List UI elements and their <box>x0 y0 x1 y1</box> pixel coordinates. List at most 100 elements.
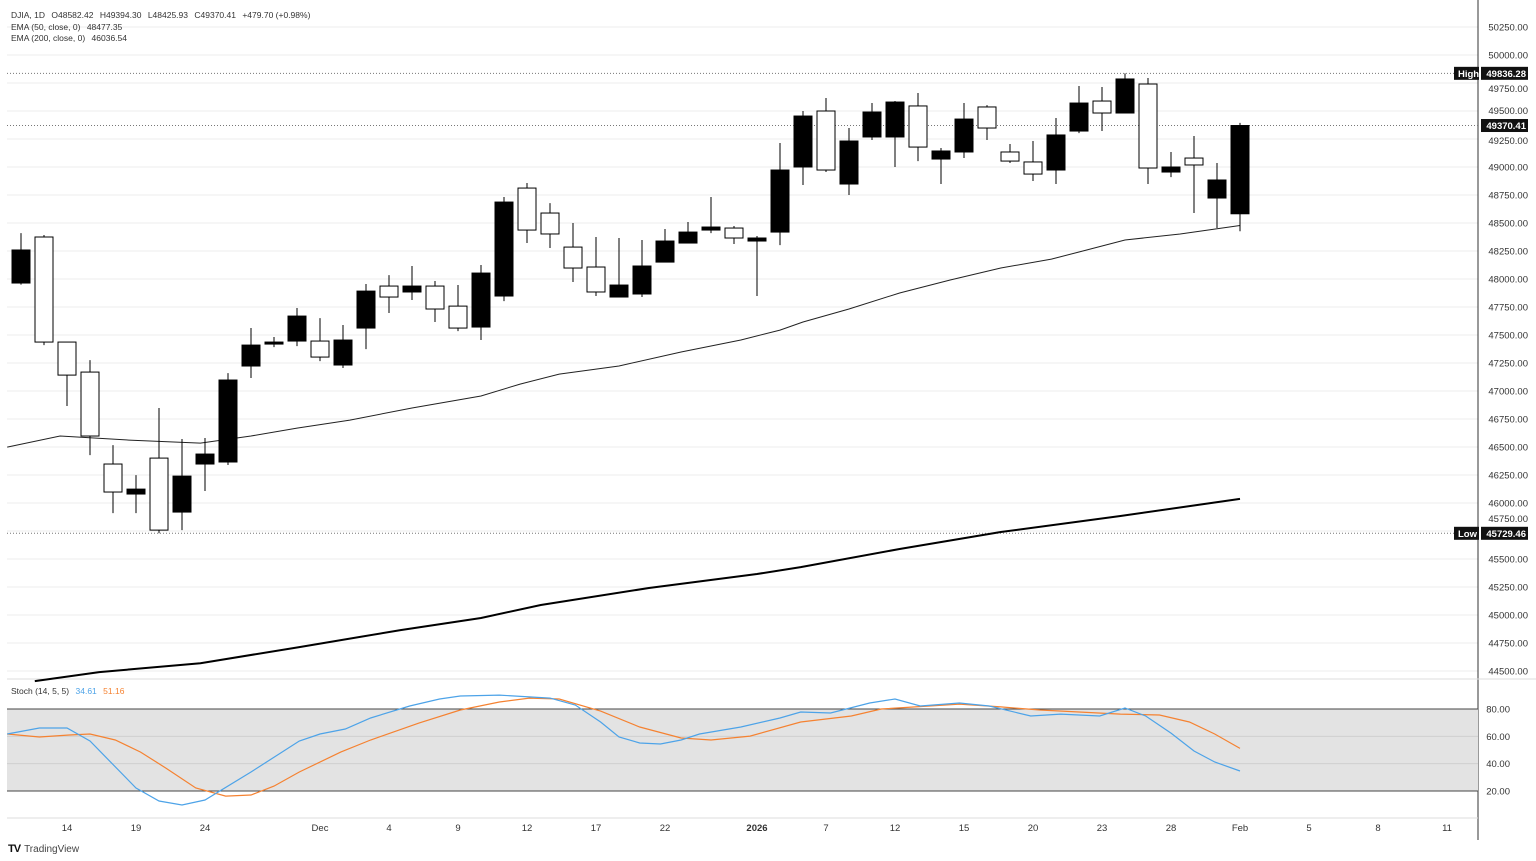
candle-up <box>333 339 353 366</box>
candle-down <box>448 305 468 329</box>
time-axis-label: 5 <box>1306 823 1311 834</box>
time-axis-label: 9 <box>455 823 460 834</box>
time-axis-label: 11 <box>1442 823 1452 834</box>
brand-label: TradingView <box>24 843 80 855</box>
price-axis-label: 47250.00 <box>1488 359 1528 370</box>
candle-up <box>793 115 813 168</box>
candle-up <box>172 475 192 513</box>
time-axis-label: 19 <box>131 823 142 834</box>
candle-down <box>149 457 169 531</box>
stoch-axis-label: 40.00 <box>1486 759 1510 770</box>
candle-up <box>402 285 422 293</box>
ohlc-legend: DJIA, 1D O48582.42 H49394.30 L48425.93 C… <box>11 10 314 21</box>
price-axis-label: 47750.00 <box>1488 303 1528 314</box>
stoch-axis-label: 80.00 <box>1486 705 1510 716</box>
candle-up <box>264 341 284 345</box>
candle-up <box>218 379 238 463</box>
candle-up <box>494 201 514 297</box>
candle-up <box>931 150 951 160</box>
candle-down <box>1138 83 1158 169</box>
candle-up <box>954 118 974 153</box>
candle-up <box>701 226 721 231</box>
stoch-label: Stoch (14, 5, 5) <box>11 686 70 696</box>
time-axis-label: 17 <box>591 823 602 834</box>
time-axis-label: 12 <box>522 823 533 834</box>
candle-up <box>632 265 652 295</box>
candle-up <box>195 453 215 465</box>
candle-up <box>1161 166 1181 173</box>
candle-up <box>126 488 146 495</box>
price-axis-label: 44500.00 <box>1488 667 1528 678</box>
candle-up <box>839 140 859 185</box>
time-axis-label: 24 <box>200 823 211 834</box>
candle-up <box>1115 78 1135 114</box>
close-value: C49370.41 <box>194 10 236 20</box>
price-axis-label: 45500.00 <box>1488 555 1528 566</box>
candle-up <box>1069 102 1089 132</box>
candle-up <box>609 284 629 298</box>
candle-down <box>908 105 928 148</box>
ema200-value: 46036.54 <box>91 33 127 43</box>
candle-up <box>287 315 307 342</box>
marker-tag <box>1481 66 1528 80</box>
candle-up <box>770 169 790 233</box>
price-axis-label: 46250.00 <box>1488 471 1528 482</box>
marker-label-tag <box>1454 66 1479 80</box>
price-axis-label: 49500.00 <box>1488 106 1528 117</box>
time-axis-label: 8 <box>1375 823 1380 834</box>
candle-down <box>586 266 606 293</box>
candle-down <box>977 106 997 129</box>
high-value: H49394.30 <box>99 10 142 20</box>
price-axis-label: 48250.00 <box>1488 247 1528 258</box>
low-value: L48425.93 <box>147 10 188 20</box>
stoch-legend: Stoch (14, 5, 5) 34.61 51.16 <box>11 686 128 697</box>
time-axis-label: 12 <box>890 823 901 834</box>
candle-down <box>57 341 77 376</box>
candle-down <box>1023 161 1043 175</box>
candle-down <box>379 285 399 298</box>
tradingview-logo-icon: TV <box>8 843 21 855</box>
candle-up <box>11 249 31 284</box>
candle-down <box>1092 100 1112 114</box>
candle-up <box>356 290 376 329</box>
candle-down <box>517 187 537 231</box>
price-axis-label: 48500.00 <box>1488 219 1528 230</box>
price-axis-label: 47500.00 <box>1488 331 1528 342</box>
candle-up <box>885 101 905 138</box>
stoch-k-line <box>7 694 1241 806</box>
time-axis-label: 14 <box>62 823 73 834</box>
candle-up <box>241 344 261 367</box>
marker-tag <box>1481 526 1528 540</box>
marker-label-tag <box>1454 526 1479 540</box>
candle-up <box>1230 125 1250 215</box>
candle-down <box>425 285 445 310</box>
ema50-line <box>7 225 1241 448</box>
time-axis-label: 2026 <box>746 823 767 834</box>
candle-down <box>310 340 330 358</box>
price-axis-label: 46750.00 <box>1488 415 1528 426</box>
price-axis-label: 49250.00 <box>1488 136 1528 147</box>
candle-up <box>1046 134 1066 171</box>
marker-label: Low <box>1458 529 1478 540</box>
marker-value: 49836.28 <box>1486 69 1526 80</box>
price-axis-label: 46000.00 <box>1488 499 1528 510</box>
ema200-line <box>34 497 1241 683</box>
candle-up <box>862 111 882 138</box>
price-axis-label: 48000.00 <box>1488 275 1528 286</box>
price-axis-label: 49000.00 <box>1488 163 1528 174</box>
price-axis-label: 49750.00 <box>1488 84 1528 95</box>
time-axis-label: Dec <box>312 823 329 834</box>
candle-up <box>1207 179 1227 199</box>
price-axis-label: 45000.00 <box>1488 611 1528 622</box>
ema200-legend: EMA (200, close, 0) 46036.54 <box>11 33 131 44</box>
symbol-label: DJIA, 1D <box>11 10 46 20</box>
stoch-d-value: 51.16 <box>103 686 125 696</box>
tradingview-footer[interactable]: TV TradingView <box>8 843 79 855</box>
marker-label: High <box>1458 69 1479 80</box>
ema200-label: EMA (200, close, 0) <box>11 33 86 43</box>
ema50-legend: EMA (50, close, 0) 48477.35 <box>11 22 126 33</box>
candle-down <box>816 110 836 171</box>
price-axis-label: 47000.00 <box>1488 387 1528 398</box>
price-axis-label: 46500.00 <box>1488 443 1528 454</box>
